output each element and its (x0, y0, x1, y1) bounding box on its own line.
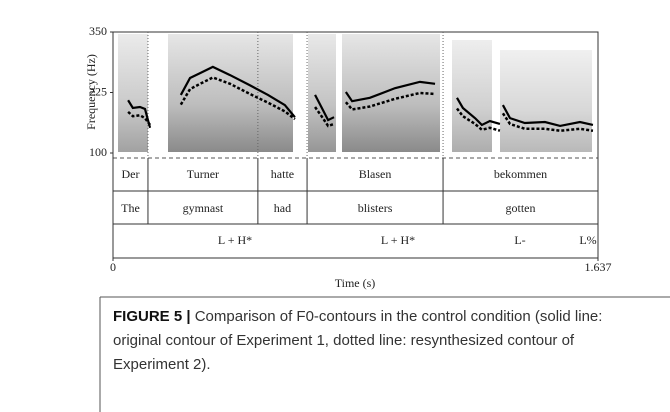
y-tick-label: 100 (89, 145, 107, 159)
x-axis-label: Time (s) (335, 276, 376, 290)
y-tick-label: 350 (89, 24, 107, 38)
word: bekommen (494, 167, 547, 181)
x-tick-label: 1.637 (585, 260, 612, 274)
tone: L- (514, 233, 525, 247)
word: Der (121, 167, 139, 181)
caption-label: FIGURE 5 | (113, 308, 191, 325)
word: hatte (271, 167, 294, 181)
tone: L% (579, 233, 596, 247)
gloss: gotten (506, 201, 536, 215)
gloss: blisters (358, 201, 393, 215)
y-tick-label: 225 (89, 84, 107, 98)
word: Turner (187, 167, 219, 181)
gloss: had (274, 201, 291, 215)
tone: L + H* (218, 233, 252, 247)
word: Blasen (359, 167, 392, 181)
spectrogram (118, 34, 592, 152)
gloss: gymnast (183, 201, 224, 215)
tone: L + H* (381, 233, 415, 247)
gloss: The (121, 201, 140, 215)
page: Frequency (Hz) Time (s) 10022535001.637D… (0, 0, 670, 412)
caption: FIGURE 5 | Comparison of F0-contours in … (113, 305, 653, 377)
x-tick-label: 0 (110, 260, 116, 274)
